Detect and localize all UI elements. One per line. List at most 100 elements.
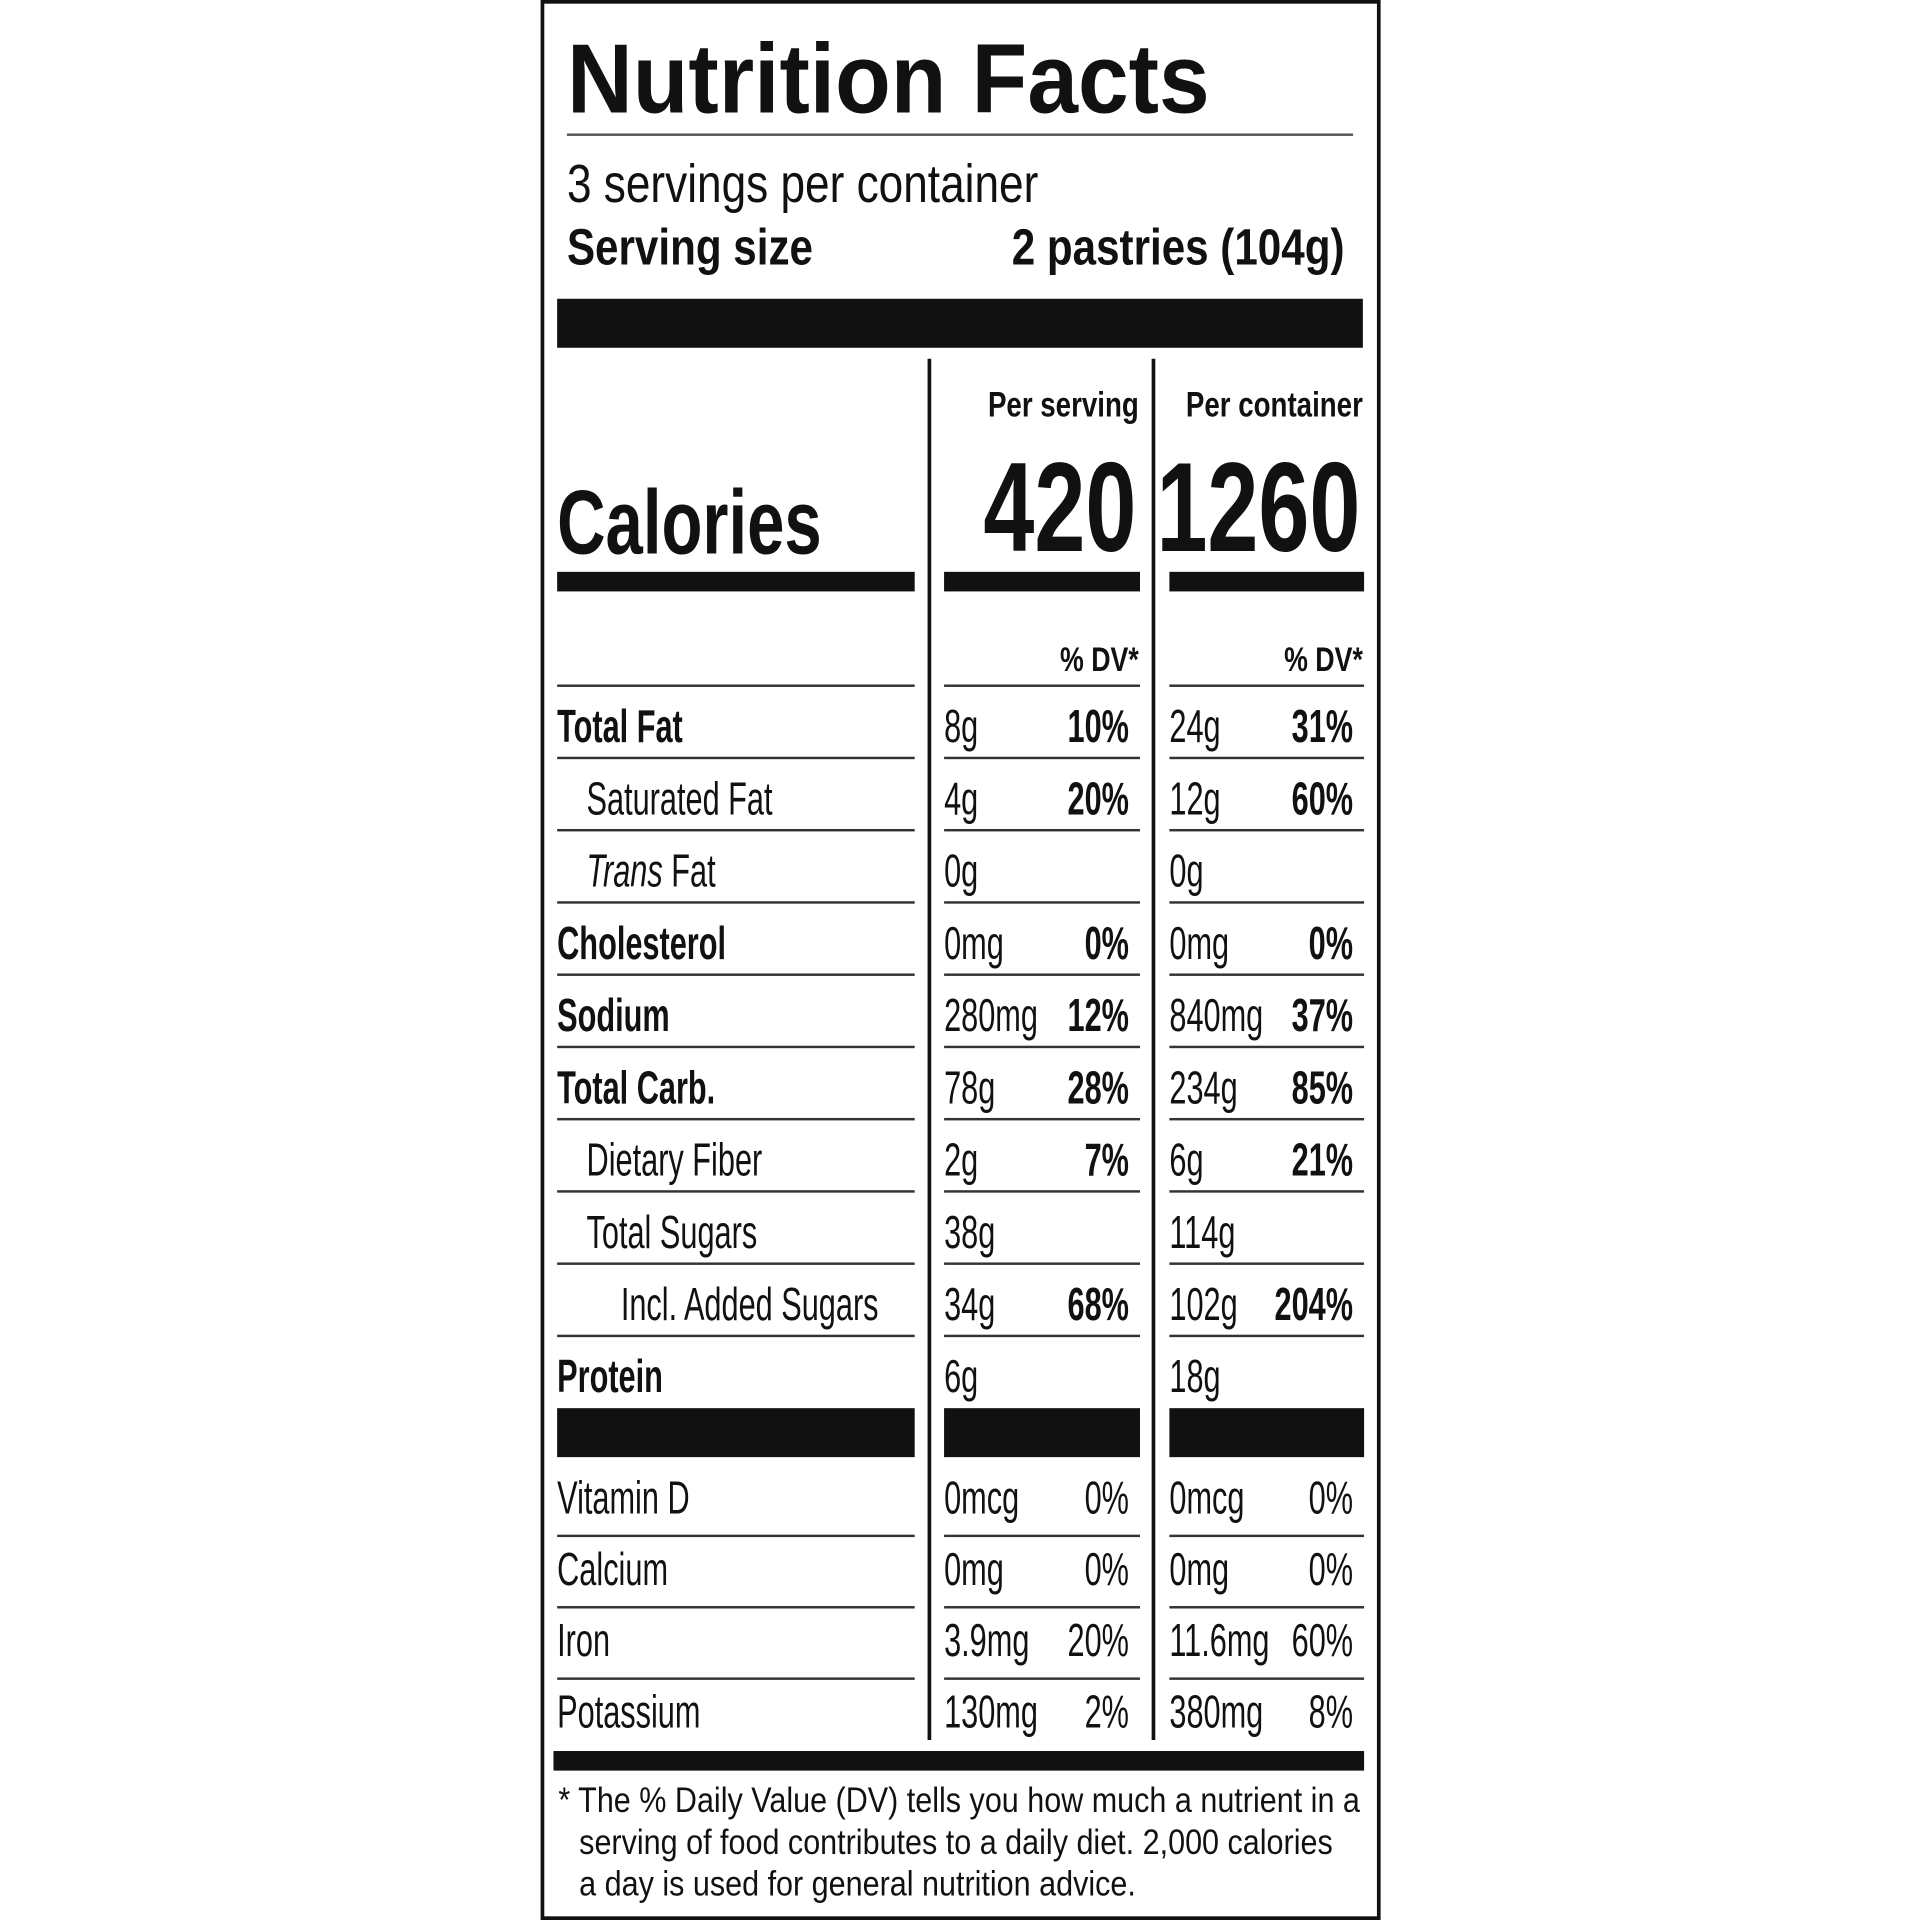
vitamin-bar (557, 1408, 915, 1458)
calories-value: 420 (983, 436, 1136, 578)
vitamin-amount: 0mg (944, 1544, 1004, 1596)
vitamin-bar (1169, 1408, 1365, 1458)
dv-header: % DV* (1284, 640, 1363, 679)
nutrient-amount: 38g (944, 1206, 995, 1258)
vitamin-label: Iron (557, 1615, 610, 1667)
nutrient-amount: 0g (944, 845, 978, 897)
vitamin-label: Potassium (557, 1686, 700, 1738)
vitamin-dv: 0% (1309, 1472, 1353, 1524)
row-rule (1169, 901, 1365, 904)
row-rule (1169, 1262, 1365, 1265)
row-rule (557, 828, 915, 832)
nutrient-label: Sodium (557, 990, 670, 1042)
nutrient-dv: 28% (1068, 1062, 1129, 1114)
nutrient-dv: 21% (1292, 1134, 1353, 1186)
nutrient-amount: 12g (1169, 773, 1220, 825)
row-rule (944, 973, 1140, 976)
nutrient-dv: 31% (1292, 701, 1353, 753)
nutrient-amount: 8g (944, 701, 978, 753)
row-rule (1169, 1334, 1365, 1338)
nutrient-dv: 10% (1068, 701, 1129, 753)
footnote-line: * The % Daily Value (DV) tells you how m… (558, 1781, 1360, 1821)
row-rule (557, 1190, 915, 1193)
nutrient-label: Total Sugars (587, 1206, 758, 1258)
row-rule (944, 1534, 1140, 1538)
row-rule (557, 684, 915, 687)
nutrient-amount: 78g (944, 1062, 995, 1114)
nutrient-label: Cholesterol (557, 917, 726, 969)
row-rule (1169, 684, 1365, 687)
row-rule (1169, 1190, 1365, 1193)
row-rule (944, 1677, 1140, 1680)
servings-per-container: 3 servings per container (567, 154, 1038, 214)
nutrient-dv: 7% (1085, 1134, 1129, 1186)
row-rule (1169, 756, 1365, 760)
row-rule (557, 1334, 915, 1338)
row-rule (944, 1606, 1140, 1609)
nutrient-dv: 12% (1068, 990, 1129, 1042)
row-rule (944, 1334, 1140, 1338)
row-rule (944, 1117, 1140, 1121)
nutrient-label: Incl. Added Sugars (621, 1279, 879, 1331)
nutrient-dv: 20% (1068, 773, 1129, 825)
nutrient-dv: 85% (1292, 1062, 1353, 1114)
label-border (540, 0, 1381, 1920)
nutrient-amount: 0mg (1169, 917, 1229, 969)
nutrient-amount: 6g (944, 1351, 978, 1403)
vitamin-dv: 60% (1292, 1615, 1353, 1667)
row-rule (557, 901, 915, 904)
nutrient-label: Total Fat (557, 701, 683, 753)
serving-size: 2 pastries (104g) (1012, 217, 1345, 275)
nutrient-amount: 102g (1169, 1279, 1237, 1331)
calories-value: 1260 (1156, 436, 1360, 578)
calories-bar (944, 571, 1140, 592)
nutrient-amount: 0mg (944, 917, 1004, 969)
nutrient-amount: 24g (1169, 701, 1220, 753)
row-rule (1169, 973, 1365, 976)
row-rule (944, 1045, 1140, 1049)
nutrient-amount: 114g (1169, 1206, 1235, 1258)
vitamin-amount: 0mcg (1169, 1472, 1244, 1524)
row-rule (1169, 1677, 1365, 1680)
footnote-line: serving of food contributes to a daily d… (579, 1823, 1333, 1863)
row-rule (557, 1045, 915, 1049)
row-rule (944, 1262, 1140, 1265)
nutrient-amount: 4g (944, 773, 978, 825)
thick-bar (557, 298, 1363, 348)
row-rule (1169, 828, 1365, 832)
row-rule (944, 1190, 1140, 1193)
row-rule (557, 756, 915, 760)
calories-bar (1169, 571, 1365, 592)
bottom-bar (553, 1751, 1365, 1771)
calories-bar (557, 571, 915, 592)
nutrient-label: Total Carb. (557, 1062, 715, 1114)
column-divider (927, 358, 932, 1740)
vitamin-dv: 0% (1309, 1544, 1353, 1596)
row-rule (944, 756, 1140, 760)
row-rule (944, 828, 1140, 832)
vitamin-dv: 0% (1085, 1472, 1129, 1524)
nutrient-dv: 0% (1309, 917, 1353, 969)
nutrient-amount: 840mg (1169, 990, 1263, 1042)
title-rule (566, 133, 1354, 136)
vitamin-amount: 130mg (944, 1686, 1038, 1738)
vitamin-bar (944, 1408, 1140, 1458)
vitamin-amount: 0mg (1169, 1544, 1229, 1596)
row-rule (557, 1262, 915, 1265)
nutrient-amount: 18g (1169, 1351, 1220, 1403)
vitamin-amount: 3.9mg (944, 1615, 1029, 1667)
serving-size-label: Serving size (567, 217, 813, 275)
nutrient-amount: 2g (944, 1134, 978, 1186)
dv-header: % DV* (1060, 640, 1139, 679)
row-rule (1169, 1534, 1365, 1538)
nutrient-amount: 280mg (944, 990, 1038, 1042)
nutrient-dv: 60% (1292, 773, 1353, 825)
nutrient-dv: 68% (1068, 1279, 1129, 1331)
vitamin-dv: 8% (1309, 1686, 1353, 1738)
row-rule (944, 901, 1140, 904)
vitamin-amount: 11.6mg (1169, 1615, 1269, 1667)
column-divider (1151, 358, 1156, 1740)
vitamin-dv: 0% (1085, 1544, 1129, 1596)
calories-label: Calories (557, 472, 822, 573)
